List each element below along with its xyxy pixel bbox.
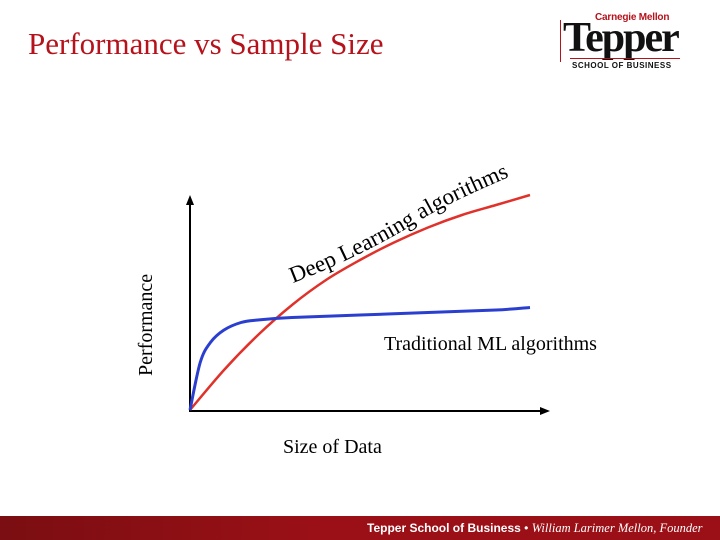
logo-school: SCHOOL OF BUSINESS: [572, 61, 672, 70]
traditional-ml-label: Traditional ML algorithms: [384, 333, 597, 355]
footer-org: Tepper School of Business: [367, 521, 521, 535]
y-axis-label: Performance: [135, 274, 157, 376]
x-axis-label: Size of Data: [283, 436, 382, 458]
footer-separator: •: [524, 521, 529, 535]
tepper-logo: Carnegie Mellon Tepper SCHOOL OF BUSINES…: [560, 10, 690, 70]
footer-bar: Tepper School of Business • William Lari…: [0, 516, 720, 540]
deep-learning-label: Deep Learning algorithms: [286, 158, 512, 287]
logo-divider: [570, 58, 680, 59]
logo-accent-rule: [560, 20, 561, 62]
logo-university: Carnegie Mellon: [595, 12, 670, 23]
deep-learning-curve: [189, 193, 531, 411]
traditional-ml-curve: [188, 306, 531, 411]
footer-founder: William Larimer Mellon, Founder: [531, 521, 703, 535]
deep-learning-label-text: Deep Learning algorithms: [286, 158, 512, 287]
slide-title: Performance vs Sample Size: [28, 26, 384, 61]
footer-text: Tepper School of Business • William Lari…: [367, 521, 703, 536]
logo-wordmark: Tepper: [563, 15, 680, 61]
performance-chart: Deep Learning algorithms Traditional ML …: [135, 158, 597, 458]
